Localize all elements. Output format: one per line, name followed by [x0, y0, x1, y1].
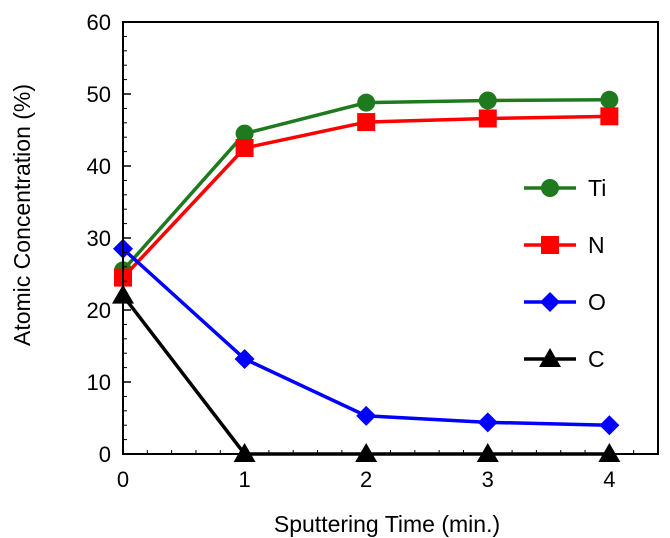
series-c [112, 284, 621, 462]
y-tick-label: 50 [87, 82, 111, 107]
point-o [477, 412, 498, 433]
point-n [357, 113, 376, 132]
legend-label-ti: Ti [588, 175, 606, 201]
x-tick-label: 1 [238, 467, 250, 492]
series-line-n [121, 114, 610, 279]
y-tick-label: 40 [87, 154, 111, 179]
x-tick-label: 0 [117, 467, 129, 492]
x-axis-title: Sputtering Time (min.) [274, 511, 500, 537]
series-layer [112, 90, 621, 462]
x-tick-label: 4 [603, 467, 615, 492]
series-line-c [121, 294, 610, 456]
point-o [599, 415, 620, 436]
point-o [234, 348, 255, 369]
y-tick-label: 60 [87, 10, 111, 35]
y-tick-label: 30 [87, 226, 111, 251]
x-tick-label: 3 [482, 467, 494, 492]
legend-marker-o [540, 292, 560, 312]
point-ti [600, 90, 619, 109]
point-n [600, 107, 619, 126]
legend-label-o: O [588, 289, 606, 315]
legend-label-n: N [588, 232, 605, 258]
y-tick-label: 0 [99, 442, 111, 467]
legend-marker-c [539, 348, 561, 367]
y-tick-label: 10 [87, 370, 111, 395]
y-tick-label: 20 [87, 298, 111, 323]
plot-frame [122, 21, 659, 455]
point-n [235, 139, 254, 157]
series-o [113, 238, 620, 436]
axes-layer: 0 10 20 30 40 50 60 0 1 2 3 4 [87, 10, 659, 492]
legend: Ti N O C [524, 175, 606, 372]
point-o [356, 405, 377, 426]
series-line-o [121, 247, 610, 427]
point-ti [235, 124, 254, 143]
legend-marker-ti [541, 179, 559, 197]
series-n [114, 107, 619, 287]
legend-marker-n [541, 236, 559, 254]
point-n [478, 109, 497, 128]
point-ti [478, 91, 497, 110]
x-tick-label: 2 [360, 467, 372, 492]
point-ti [357, 93, 376, 112]
legend-item-o: O [524, 289, 606, 315]
legend-item-c: C [524, 346, 605, 372]
legend-label-c: C [588, 346, 605, 372]
legend-item-ti: Ti [524, 175, 606, 201]
y-axis-title: Atomic Concentration (%) [9, 84, 35, 346]
legend-item-n: N [524, 232, 605, 258]
